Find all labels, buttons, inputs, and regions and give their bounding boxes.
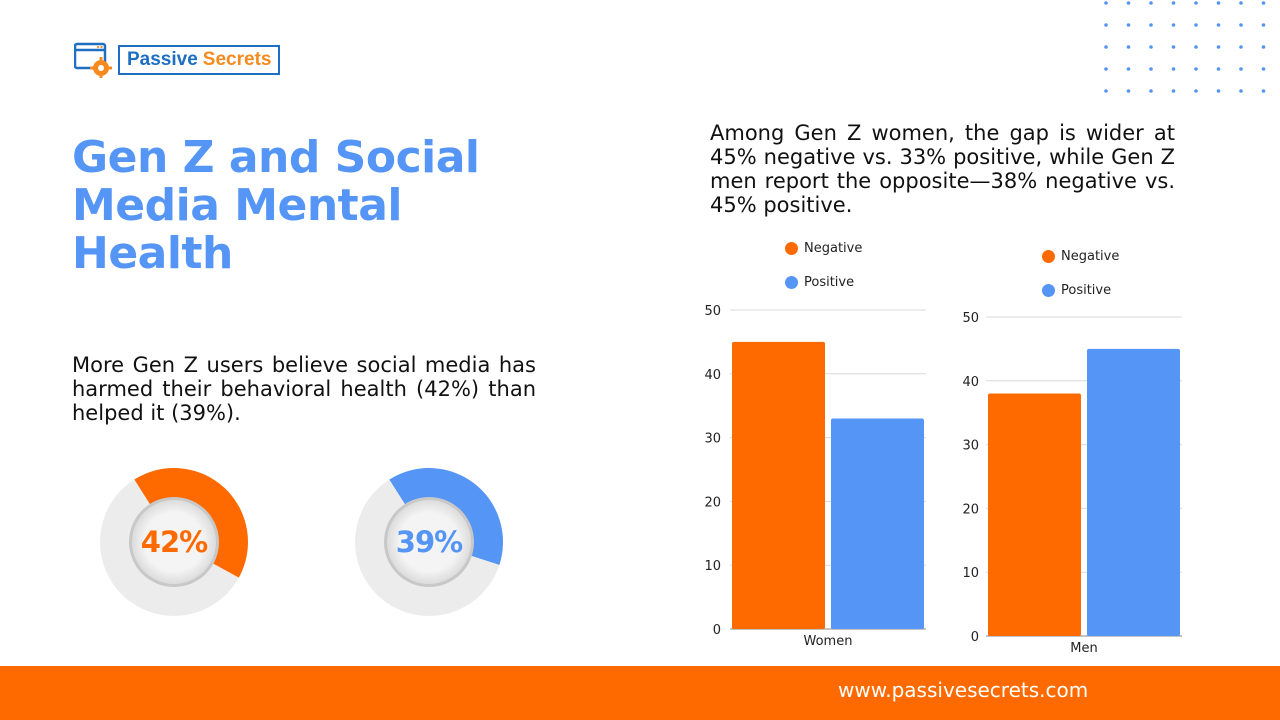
- donut-value-slice: [134, 468, 249, 578]
- decor-dot: [1194, 23, 1198, 27]
- decor-dot: [1194, 1, 1198, 5]
- legend-negative: Negative: [1042, 249, 1119, 264]
- donut-harmed: 42%: [99, 467, 249, 617]
- decor-dot: [1261, 45, 1266, 49]
- decor-dot: [1171, 45, 1176, 49]
- decor-dot: [1149, 89, 1153, 93]
- legend-negative-swatch: [1042, 250, 1055, 263]
- decor-dot: [1171, 23, 1176, 27]
- y-tick-label: 50: [962, 311, 979, 326]
- decor-dot: [1149, 1, 1153, 5]
- legend-positive: Positive: [1042, 283, 1111, 298]
- footer-bar: [0, 666, 1280, 720]
- y-tick-label: 0: [713, 623, 721, 638]
- y-tick-label: 10: [704, 559, 721, 574]
- decor-dot: [1149, 23, 1153, 27]
- decor-dot: [1171, 67, 1176, 71]
- legend-positive-label: Positive: [804, 275, 855, 290]
- y-tick-label: 0: [971, 630, 979, 645]
- decor-dot: [1239, 1, 1243, 5]
- decor-dot: [1104, 89, 1108, 93]
- legend-positive-swatch: [1042, 284, 1055, 297]
- y-tick-label: 30: [704, 432, 721, 447]
- decor-dot: [1171, 89, 1176, 93]
- legend-negative-label: Negative: [804, 241, 863, 256]
- donut-center: [387, 500, 471, 584]
- decor-dot: [1216, 45, 1221, 49]
- decor-dot: [1194, 89, 1198, 93]
- stat-text: More Gen Z users believe social media ha…: [72, 353, 536, 425]
- legend-positive-label: Positive: [1061, 283, 1112, 298]
- y-tick-label: 40: [704, 368, 721, 383]
- dot-grid-decoration: [1104, 1, 1266, 93]
- decor-dot: [1126, 45, 1131, 49]
- decor-dot: [1216, 23, 1221, 27]
- donut-helped: 39%: [354, 467, 504, 617]
- bar-positive: [831, 418, 924, 629]
- logo-word-passive: Passive: [127, 48, 198, 70]
- decor-dot: [1126, 67, 1131, 71]
- logo: Passive Secrets: [74, 42, 281, 78]
- decor-dot: [1239, 67, 1243, 71]
- donut-value-slice: [389, 468, 503, 565]
- decor-dot: [1104, 23, 1108, 27]
- decor-dot: [1216, 89, 1221, 93]
- logo-wordmark: Passive Secrets: [118, 45, 281, 75]
- gender-gap-text: Among Gen Z women, the gap is wider at 4…: [710, 121, 1175, 217]
- y-tick-label: 40: [962, 375, 979, 390]
- decor-dot: [1194, 45, 1198, 49]
- footer-url-link[interactable]: www.passivesecrets.com: [838, 678, 1089, 702]
- decor-dot: [1126, 1, 1131, 5]
- decor-dot: [1126, 89, 1131, 93]
- legend-positive-swatch: [785, 276, 798, 289]
- browser-gear-icon: [74, 42, 112, 78]
- decor-dot: [1171, 1, 1176, 5]
- legend-negative-swatch: [785, 242, 798, 255]
- y-tick-label: 20: [704, 495, 721, 510]
- decor-dot: [1239, 45, 1243, 49]
- decor-dot: [1261, 89, 1266, 93]
- decor-dot: [1216, 1, 1221, 5]
- legend-negative: Negative: [785, 241, 862, 256]
- y-tick-label: 30: [962, 439, 979, 454]
- page-title: Gen Z and Social Media Mental Health: [72, 132, 480, 279]
- y-tick-label: 50: [704, 304, 721, 319]
- donut-harmed-label: 42%: [140, 525, 208, 559]
- decor-dot: [1239, 23, 1243, 27]
- decor-dot: [1104, 45, 1108, 49]
- bar-positive: [1087, 348, 1180, 636]
- decor-dot: [1261, 67, 1266, 71]
- men-bar-plot: 0 10 20 30 40 50 Men: [962, 311, 1182, 656]
- donut-helped-label: 39%: [395, 525, 463, 559]
- donut-helped-chart: [355, 468, 503, 616]
- decor-dot: [1126, 23, 1131, 27]
- legend-negative-label: Negative: [1061, 249, 1120, 264]
- men-bar-chart: Negative Positive 0 10 20 30 40 50 Men: [950, 243, 1190, 663]
- bar-negative: [732, 341, 825, 629]
- decor-dot: [1194, 67, 1198, 71]
- x-category-label: Women: [804, 634, 853, 649]
- women-bar-chart: Negative Positive 0 10 20 30 40 50 Women: [690, 235, 940, 655]
- logo-word-secrets: Secrets: [202, 48, 272, 70]
- x-category-label: Men: [1070, 641, 1097, 656]
- decor-dot: [1149, 45, 1153, 49]
- decor-dot: [1104, 67, 1108, 71]
- decor-dot: [1104, 1, 1108, 5]
- y-tick-label: 20: [962, 502, 979, 517]
- decor-dot: [1216, 67, 1221, 71]
- women-bar-plot: 0 10 20 30 40 50 Women: [704, 304, 926, 649]
- decor-dot: [1149, 67, 1153, 71]
- legend-positive: Positive: [785, 275, 854, 290]
- bar-negative: [988, 393, 1081, 636]
- decor-dot: [1261, 23, 1266, 27]
- decor-dot: [1261, 1, 1266, 5]
- donut-center: [132, 500, 216, 584]
- donut-harmed-chart: [100, 468, 249, 616]
- decor-dot: [1239, 89, 1243, 93]
- y-tick-label: 10: [962, 566, 979, 581]
